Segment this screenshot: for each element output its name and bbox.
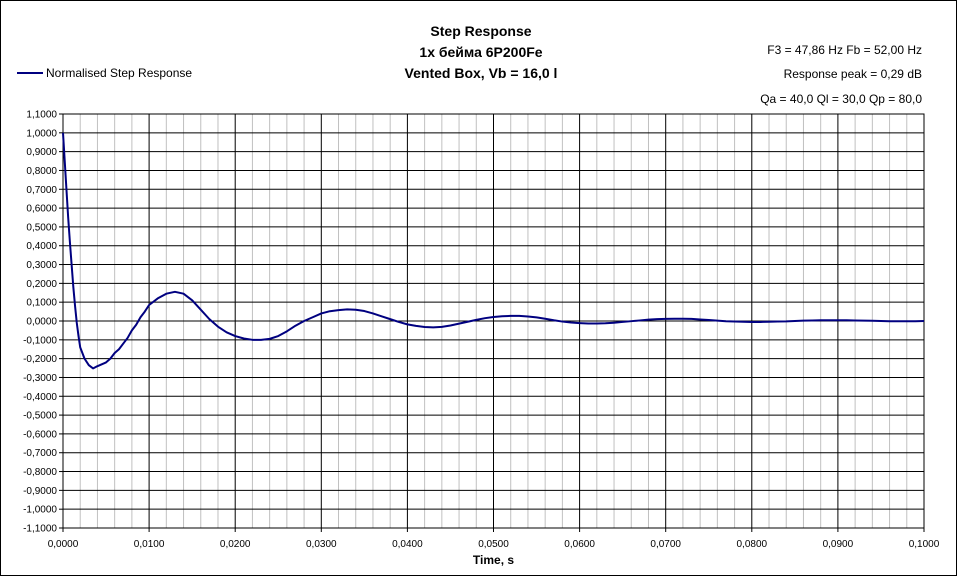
y-tick-label: -0,3000 (23, 373, 57, 384)
x-tick-label: 0,0700 (650, 539, 681, 550)
x-tick-label: 0,0800 (737, 539, 768, 550)
x-tick-label: 0,0200 (220, 539, 251, 550)
legend-swatch (17, 72, 43, 74)
y-tick-label: 0,0000 (26, 317, 57, 328)
x-tick-label: 0,0500 (478, 539, 509, 550)
y-tick-label: 0,5000 (26, 222, 57, 233)
y-tick-label: 1,0000 (26, 128, 57, 139)
legend: Normalised Step Response (17, 66, 192, 80)
y-tick-label: -0,8000 (23, 467, 57, 478)
major-grid (62, 113, 925, 529)
y-tick-label: -0,4000 (23, 392, 57, 403)
y-tick-label: -0,9000 (23, 486, 57, 497)
x-tick-label: 0,0900 (823, 539, 854, 550)
y-tick-label: 0,2000 (26, 279, 57, 290)
series-layer (62, 132, 925, 370)
x-tick-label: 0,0100 (134, 539, 165, 550)
chart-subtitle-driver: 1x бейма 6P200Fe (419, 44, 543, 60)
chart-subtitle-box: Vented Box, Vb = 16,0 l (404, 65, 558, 81)
y-tick-label: -0,2000 (23, 354, 57, 365)
x-tick-labels: 0,0000 0,0100 0,0200 0,0300 0,0400 0,0500 0,06… (48, 528, 940, 550)
y-tick-label: 0,4000 (26, 241, 57, 252)
info-q-values: Qa = 40,0 Ql = 30,0 Qp = 80,0 (760, 92, 922, 106)
y-tick-label: -1,0000 (23, 505, 57, 516)
info-response-peak: Response peak = 0,29 dB (783, 67, 922, 81)
legend-label: Normalised Step Response (46, 66, 193, 80)
y-tick-label: -0,7000 (23, 448, 57, 459)
y-tick-label: 0,6000 (26, 204, 57, 215)
x-tick-label: 0,0600 (564, 539, 595, 550)
chart-title: Step Response (430, 23, 532, 39)
x-tick-label: 0,0400 (392, 539, 423, 550)
x-tick-label: 0,1000 (909, 539, 940, 550)
y-tick-label: -1,1000 (23, 524, 57, 535)
series-line-normalised-step-response (62, 132, 925, 370)
y-tick-label: 0,9000 (26, 147, 57, 158)
info-f3-fb: F3 = 47,86 Hz Fb = 52,00 Hz (767, 43, 922, 57)
y-tick-label: -0,5000 (23, 411, 57, 422)
y-tick-label: 0,1000 (26, 298, 57, 309)
y-tick-label: 1,1000 (26, 110, 57, 121)
x-tick-label: 0,0300 (306, 539, 337, 550)
x-tick-label: 0,0000 (48, 539, 79, 550)
y-tick-label: -0,1000 (23, 335, 57, 346)
x-axis-label: Time, s (473, 553, 514, 567)
y-tick-label: 0,8000 (26, 166, 57, 177)
y-tick-label: -0,6000 (23, 429, 57, 440)
y-tick-label: 0,3000 (26, 260, 57, 271)
y-tick-labels: 1,1000 1,0000 0,9000 0,8000 0,7000 0,6000 0,50… (23, 110, 63, 535)
y-tick-label: 0,7000 (26, 185, 57, 196)
